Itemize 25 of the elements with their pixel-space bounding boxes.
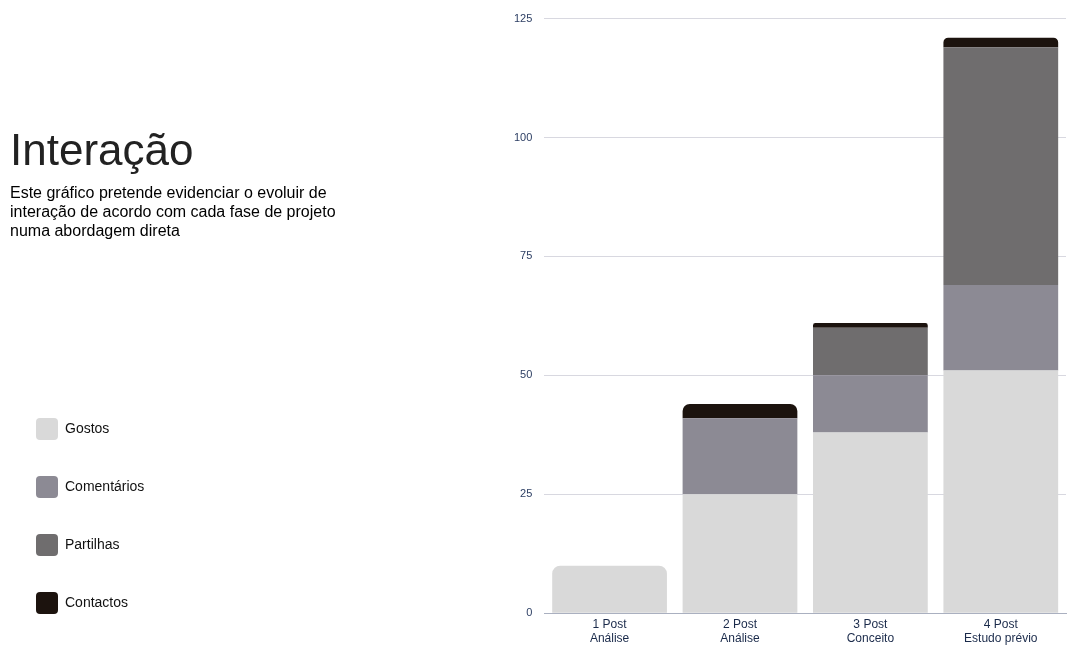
bar (552, 565, 667, 613)
y-tick-label: 25 (520, 487, 533, 500)
x-tick-label: 4 Post Estudo prévio (964, 616, 1038, 646)
bar (682, 403, 798, 419)
legend-label: Gostos (65, 419, 110, 436)
y-tick-label: 50 (520, 368, 533, 381)
x-tick-label: 3 Post Conceito (846, 616, 895, 646)
legend-label: Partilhas (65, 535, 120, 552)
bar (682, 418, 798, 495)
y-tick-label: 100 (514, 130, 533, 143)
bar (813, 327, 928, 376)
text: Interação (10, 125, 195, 175)
bar (943, 284, 1059, 371)
bar (943, 47, 1059, 285)
bar (943, 37, 1059, 48)
bar (813, 323, 928, 328)
x-tick-label: 1 Post Análise (589, 616, 630, 646)
legend-label: Comentários (65, 477, 145, 494)
legend-label: Contactos (65, 593, 129, 610)
text: Este gráfico pretende evidenciar o evoluir de interação de acordo com cada fase de projeto numa abordagem direta (10, 183, 337, 240)
y-tick-label: 75 (520, 249, 533, 262)
y-tick-label: 125 (514, 11, 533, 24)
bar (813, 375, 928, 433)
y-tick-label: 0 (526, 606, 533, 619)
x-tick-label: 2 Post Análise (720, 616, 760, 646)
